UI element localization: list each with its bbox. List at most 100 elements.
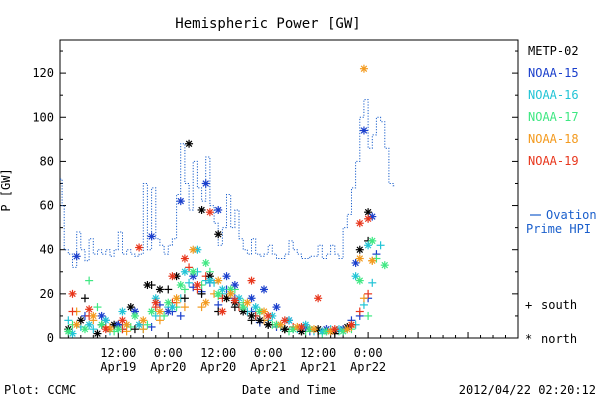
- south-point: [355, 307, 364, 316]
- north-point: [214, 205, 223, 214]
- north-point-stroke: [127, 303, 135, 311]
- north-point: [189, 245, 198, 254]
- y-tick-label: 80: [40, 154, 54, 168]
- north-point-stroke: [381, 261, 389, 269]
- north-point-stroke: [169, 272, 176, 280]
- north-point: [147, 232, 156, 241]
- north-point: [151, 298, 160, 307]
- north-point: [380, 261, 389, 270]
- north-point-stroke: [98, 312, 105, 320]
- north-point-stroke: [364, 208, 372, 216]
- north-point: [218, 307, 227, 316]
- south-point: [85, 276, 94, 285]
- ovation-hpi-series: [60, 99, 396, 268]
- north-point: [255, 316, 264, 325]
- north-point: [118, 307, 127, 316]
- north-point-stroke: [352, 272, 359, 280]
- north-point-stroke: [248, 312, 255, 320]
- north-point: [180, 254, 189, 263]
- south-point: [180, 303, 189, 312]
- north-point-stroke: [298, 323, 305, 331]
- north-point-stroke: [189, 268, 197, 276]
- north-point-stroke: [169, 303, 176, 311]
- north-point: [364, 214, 373, 223]
- north-point-stroke: [85, 306, 93, 313]
- north-point: [355, 254, 364, 263]
- north-point-stroke: [264, 321, 272, 329]
- north-point-stroke: [356, 219, 364, 227]
- north-point-stroke: [369, 257, 376, 264]
- x-tick-time-label: 0:00: [154, 346, 183, 360]
- north-point-stroke: [360, 65, 368, 72]
- south-point: [147, 322, 156, 331]
- north-point-stroke: [360, 127, 368, 134]
- north-point: [72, 320, 81, 329]
- north-point-stroke: [144, 281, 151, 289]
- south-point: [139, 325, 148, 334]
- x-tick-date-label: Apr19: [100, 360, 136, 374]
- north-point-stroke: [173, 295, 180, 302]
- north-point-stroke: [156, 286, 164, 293]
- south-point: [364, 311, 373, 320]
- south-point: [160, 311, 169, 320]
- north-point: [264, 320, 273, 329]
- ovation-legend: Ovation Prime HPI: [526, 208, 597, 236]
- north-point-stroke: [123, 321, 130, 329]
- data-points: [64, 64, 389, 338]
- north-point: [247, 276, 256, 285]
- north-point: [264, 311, 273, 320]
- south-point: [364, 289, 373, 298]
- north-point: [172, 294, 181, 303]
- north-point-stroke: [115, 325, 122, 333]
- legend-item-noaa-17: NOAA-17: [528, 110, 579, 124]
- north-point: [201, 179, 210, 188]
- north-point-stroke: [119, 317, 126, 324]
- north-point-stroke: [314, 295, 322, 302]
- north-point: [205, 208, 214, 217]
- north-point: [201, 298, 210, 307]
- south-point: [359, 294, 368, 303]
- north-point-stroke: [177, 281, 184, 289]
- north-point-stroke: [131, 312, 139, 320]
- north-point-stroke: [194, 281, 201, 289]
- legend-item-noaa-15: NOAA-15: [528, 66, 579, 80]
- north-point: [280, 316, 289, 325]
- north-point: [64, 327, 73, 336]
- north-point-stroke: [81, 325, 89, 333]
- north-point-stroke: [214, 277, 222, 284]
- north-point-stroke: [119, 308, 126, 315]
- north-point-stroke: [331, 325, 339, 333]
- north-point-stroke: [202, 299, 209, 306]
- north-point: [214, 276, 223, 285]
- north-point-stroke: [264, 312, 272, 320]
- footer-timestamp: 2012/04/22 02:20:12: [459, 383, 596, 397]
- north-point-stroke: [181, 255, 189, 262]
- south-point: [368, 278, 377, 287]
- y-tick-label: 60: [40, 199, 54, 213]
- south-point: [143, 320, 152, 329]
- north-point-stroke: [152, 299, 160, 306]
- north-point: [330, 325, 339, 334]
- y-tick-label: 0: [47, 331, 54, 345]
- north-point-stroke: [256, 317, 264, 324]
- south-point: [64, 316, 73, 325]
- ovation-legend-label-line2: Prime HPI: [526, 222, 591, 236]
- north-point: [143, 281, 152, 290]
- north-point: [214, 230, 223, 239]
- north-point-stroke: [214, 290, 222, 298]
- north-point: [368, 256, 377, 265]
- north-point-stroke: [185, 140, 193, 148]
- north-point-stroke: [214, 230, 222, 238]
- north-point: [197, 205, 206, 214]
- north-point: [222, 294, 231, 303]
- south-point: [155, 316, 164, 325]
- chart-title: Hemispheric Power [GW]: [175, 16, 360, 32]
- north-point: [189, 267, 198, 276]
- north-point-stroke: [90, 312, 97, 320]
- north-point: [355, 276, 364, 285]
- north-point: [355, 219, 364, 228]
- south-point: [197, 303, 206, 312]
- north-point-stroke: [356, 246, 364, 253]
- north-point: [351, 272, 360, 281]
- south-point: [164, 285, 173, 294]
